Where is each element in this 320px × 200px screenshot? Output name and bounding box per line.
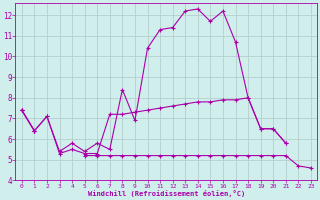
X-axis label: Windchill (Refroidissement éolien,°C): Windchill (Refroidissement éolien,°C) [88,190,245,197]
